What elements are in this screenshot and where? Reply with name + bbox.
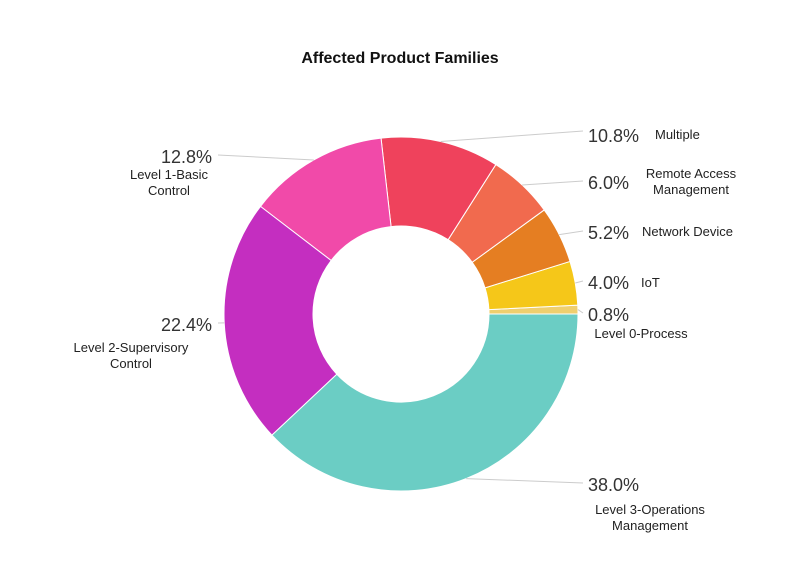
leader-line bbox=[466, 478, 584, 484]
leader-line bbox=[559, 230, 584, 236]
data-label-name: Level 1-Basic bbox=[130, 167, 209, 182]
leader-line bbox=[522, 180, 584, 186]
leader-line bbox=[577, 309, 584, 314]
data-label-name: Network Device bbox=[642, 224, 733, 239]
data-label-name: Management bbox=[653, 182, 729, 197]
data-label-percent: 0.8% bbox=[588, 305, 629, 325]
data-label-name: Level 3-Operations bbox=[595, 502, 705, 517]
data-label-percent: 12.8% bbox=[161, 147, 212, 167]
chart-title: Affected Product Families bbox=[301, 50, 498, 67]
slice-level-3-operations-management[interactable] bbox=[271, 313, 579, 492]
data-label-percent: 38.0% bbox=[588, 475, 639, 495]
slice-level-2-supervisory-control[interactable] bbox=[223, 205, 338, 436]
leader-line bbox=[575, 280, 584, 284]
data-label-percent: 6.0% bbox=[588, 173, 629, 193]
data-label-name: Level 0-Process bbox=[594, 326, 688, 341]
data-label-percent: 5.2% bbox=[588, 223, 629, 243]
leader-line bbox=[217, 154, 314, 161]
data-label-name: Multiple bbox=[655, 127, 700, 142]
data-label-percent: 4.0% bbox=[588, 273, 629, 293]
data-label-percent: 10.8% bbox=[588, 126, 639, 146]
data-label-name: Control bbox=[148, 183, 190, 198]
leader-line bbox=[440, 130, 584, 143]
data-label-name: Control bbox=[110, 356, 152, 371]
data-label-name: Management bbox=[612, 518, 688, 533]
data-label-name: Remote Access bbox=[646, 166, 737, 181]
data-label-name: Level 2-Supervisory bbox=[74, 340, 189, 355]
data-label-percent: 22.4% bbox=[161, 315, 212, 335]
data-label-name: IoT bbox=[641, 275, 660, 290]
